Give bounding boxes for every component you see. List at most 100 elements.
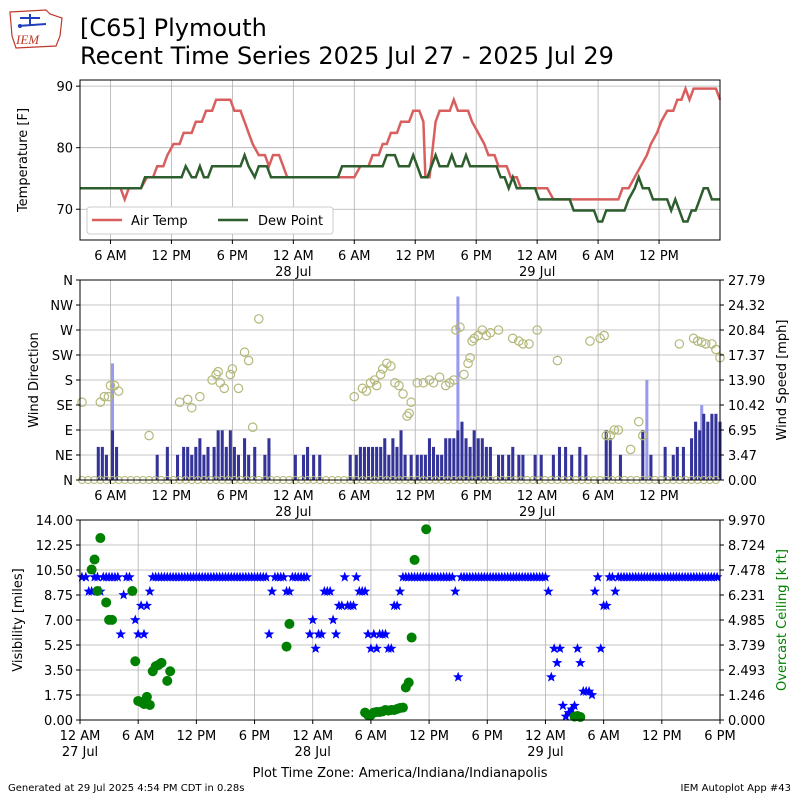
x-tick-label: 12 AM xyxy=(60,729,101,744)
wind-speed-bar xyxy=(460,421,464,480)
wind-speed-bar xyxy=(663,446,667,480)
wind-direction-point xyxy=(599,330,609,341)
wind-speed-bar xyxy=(578,446,582,480)
wind-direction-point xyxy=(428,377,439,388)
wind-speed-bar xyxy=(212,446,216,480)
visibility-point xyxy=(351,571,362,582)
visibility-point xyxy=(263,628,275,639)
wind-speed-bar xyxy=(228,430,232,480)
wind-speed-bar xyxy=(476,438,480,480)
x-tick-label: 12 PM xyxy=(639,249,679,264)
direction-tick-label: SE xyxy=(57,399,73,414)
ceiling-tick-label: 9.970 xyxy=(728,514,765,529)
ceiling-point xyxy=(406,632,417,643)
visibility-point xyxy=(133,628,144,639)
wind-speed-bar xyxy=(190,454,194,480)
wind-speed-bar xyxy=(366,446,371,480)
wind-direction-point xyxy=(105,380,116,391)
wind-speed-bar xyxy=(186,446,190,480)
wind-speed-bar xyxy=(267,438,271,480)
wind-speed-bar xyxy=(521,454,525,480)
wind-speed-bar xyxy=(507,454,511,480)
wind-speed-bar xyxy=(681,446,685,480)
wind-speed-bar xyxy=(375,446,379,480)
speed-tick-label: 3.47 xyxy=(728,449,757,464)
wind-direction-point xyxy=(613,425,624,435)
x-tick-label: 6 AM xyxy=(122,729,155,744)
wind-speed-bar xyxy=(379,446,383,480)
wind-speed-bar xyxy=(706,421,710,480)
x-tick-label: 6 AM xyxy=(94,489,127,504)
speed-tick-label: 20.84 xyxy=(728,324,765,339)
wind-direction-point xyxy=(459,369,469,380)
logo-text: IEM xyxy=(15,32,40,47)
speed-tick-label: 13.90 xyxy=(728,374,765,389)
wind-direction-point xyxy=(455,322,465,333)
visibility-point xyxy=(325,585,336,596)
wind-speed-bar xyxy=(312,454,316,480)
x-tick-label: 6 PM xyxy=(460,249,491,264)
wind-direction-point xyxy=(394,380,404,391)
ceiling-tick-label: 1.246 xyxy=(728,689,765,704)
wind-direction-point xyxy=(227,364,238,374)
wind-speed-bar xyxy=(354,454,358,480)
wind-direction-point xyxy=(349,391,360,402)
ceiling-point xyxy=(575,711,586,722)
wind-direction-point xyxy=(524,339,534,349)
x-axis-label: Plot Time Zone: America/Indiana/Indianap… xyxy=(253,766,548,781)
wind-direction-point xyxy=(404,408,414,419)
wind-speed-bar xyxy=(448,438,452,480)
visibility-point xyxy=(575,657,586,668)
direction-tick-label: SW xyxy=(52,349,73,364)
wind-gust-bar xyxy=(700,405,704,480)
ceiling-point xyxy=(144,699,155,710)
wind-speed-bar xyxy=(464,438,468,480)
visibility-point xyxy=(316,628,327,639)
wind-direction-point xyxy=(434,372,445,383)
ceiling-point xyxy=(165,666,176,677)
ceiling-point xyxy=(89,554,100,565)
wind-direction-point xyxy=(463,358,473,369)
wind-speed-bar xyxy=(253,446,257,480)
ceiling-point xyxy=(101,597,112,608)
wind-direction-point xyxy=(369,375,380,385)
wind-direction-point xyxy=(247,422,258,433)
x-tick-label: 12 PM xyxy=(152,489,192,504)
wind-speed-bar xyxy=(456,430,460,480)
wind-direction-point xyxy=(625,444,636,455)
x-tick-label: 6 AM xyxy=(94,249,127,264)
plot-frame xyxy=(79,79,721,241)
visibility-point xyxy=(310,643,321,653)
dew-point-line xyxy=(80,151,720,223)
visibility-point xyxy=(301,571,313,582)
footer-app: IEM Autoplot App #43 xyxy=(680,783,791,794)
visibility-point xyxy=(560,710,571,721)
x-tick-label: 12 PM xyxy=(152,249,192,264)
visibility-point xyxy=(307,614,318,625)
visibility-point xyxy=(365,643,377,653)
wind-speed-bar xyxy=(206,446,210,480)
wind-direction-point xyxy=(707,339,717,349)
direction-tick-label: NE xyxy=(55,449,73,464)
wind-direction-point xyxy=(674,339,685,349)
wind-speed-bar xyxy=(423,454,427,480)
ceiling-point xyxy=(92,586,103,597)
visibility-point xyxy=(278,571,289,582)
wind-speed-bar xyxy=(100,446,104,480)
x-tick-date-label: 29 Jul xyxy=(527,745,563,760)
wind-direction-point xyxy=(637,430,648,441)
visibility-point xyxy=(330,628,342,639)
visibility-point xyxy=(141,600,153,611)
visibility-point xyxy=(551,657,563,668)
wind-direction-point xyxy=(418,377,429,388)
wind-direction-point xyxy=(377,364,388,374)
y-tick-label: 80 xyxy=(56,142,73,157)
visibility-point xyxy=(138,628,150,639)
wind-direction-point xyxy=(174,397,185,408)
ceiling-tick-label: 7.478 xyxy=(728,564,765,579)
wind-speed-bar xyxy=(419,454,423,480)
x-tick-label: 12 PM xyxy=(395,249,435,264)
visibility-point xyxy=(362,628,374,639)
ceiling-tick-label: 3.739 xyxy=(728,639,765,654)
ceiling-point xyxy=(284,618,295,629)
